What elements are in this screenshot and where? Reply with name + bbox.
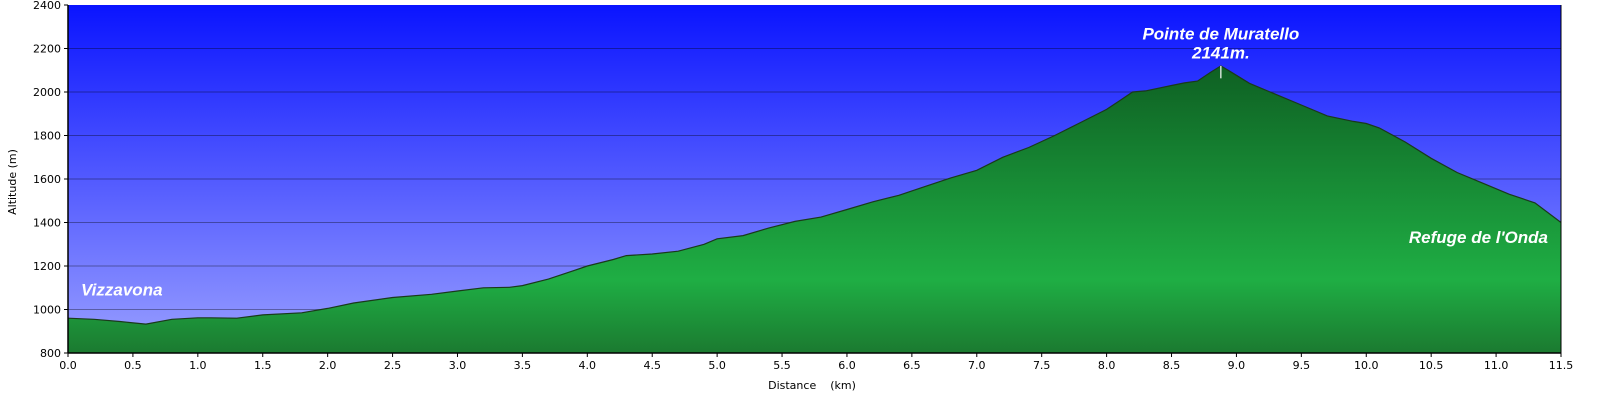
x-tick-label: 3.5	[514, 359, 532, 372]
x-tick-label: 6.0	[838, 359, 856, 372]
y-tick-label: 1200	[33, 260, 61, 273]
y-tick-label: 800	[40, 347, 61, 360]
y-tick-label: 1800	[33, 130, 61, 143]
x-axis-label: Distance (km)	[768, 379, 856, 392]
annotation-label: Pointe de Muratello	[1142, 24, 1299, 43]
elevation-line	[67, 65, 1562, 325]
y-tick-label: 1400	[33, 217, 61, 230]
annotation-label: 2141m.	[1191, 43, 1250, 62]
annotation-label: Refuge de l'Onda	[1409, 228, 1548, 247]
x-tick-label: 2.5	[384, 359, 402, 372]
elevation-area	[68, 65, 1561, 354]
x-axis-ticks: 0.0 0.5 1.0 1.5 2.0 2.5 3.0 3.5 4.0 4.5 5.0 5.5 6.0 6…	[59, 353, 1573, 372]
x-tick-label: 0.0	[59, 359, 77, 372]
x-tick-label: 8.5	[1163, 359, 1181, 372]
y-tick-label: 1600	[33, 173, 61, 186]
x-tick-label: 11.0	[1484, 359, 1509, 372]
x-tick-label: 11.5	[1549, 359, 1574, 372]
y-axis-label: Altitude (m)	[6, 149, 19, 215]
x-tick-label: 4.5	[643, 359, 661, 372]
x-tick-label: 6.5	[903, 359, 921, 372]
x-tick-label: 3.0	[449, 359, 467, 372]
x-tick-label: 4.0	[579, 359, 597, 372]
x-tick-label: 9.0	[1228, 359, 1246, 372]
x-tick-label: 5.5	[773, 359, 791, 372]
x-tick-label: 10.5	[1419, 359, 1444, 372]
y-tick-label: 2200	[33, 43, 61, 56]
x-tick-label: 1.5	[254, 359, 272, 372]
x-tick-label: 0.5	[124, 359, 142, 372]
x-tick-label: 2.0	[319, 359, 337, 372]
x-tick-label: 5.0	[708, 359, 726, 372]
annotation-label: Vizzavona	[81, 280, 163, 299]
y-tick-label: 2000	[33, 86, 61, 99]
x-tick-label: 1.0	[189, 359, 207, 372]
x-tick-label: 10.0	[1354, 359, 1379, 372]
y-tick-label: 2400	[33, 0, 61, 12]
y-axis-ticks: 800 1000 1200 1400 1600 1800 2000 2200 2400	[33, 0, 68, 360]
x-tick-label: 7.5	[1033, 359, 1051, 372]
y-tick-label: 1000	[33, 304, 61, 317]
x-tick-label: 9.5	[1293, 359, 1311, 372]
x-tick-label: 7.0	[968, 359, 986, 372]
x-tick-label: 8.0	[1098, 359, 1116, 372]
